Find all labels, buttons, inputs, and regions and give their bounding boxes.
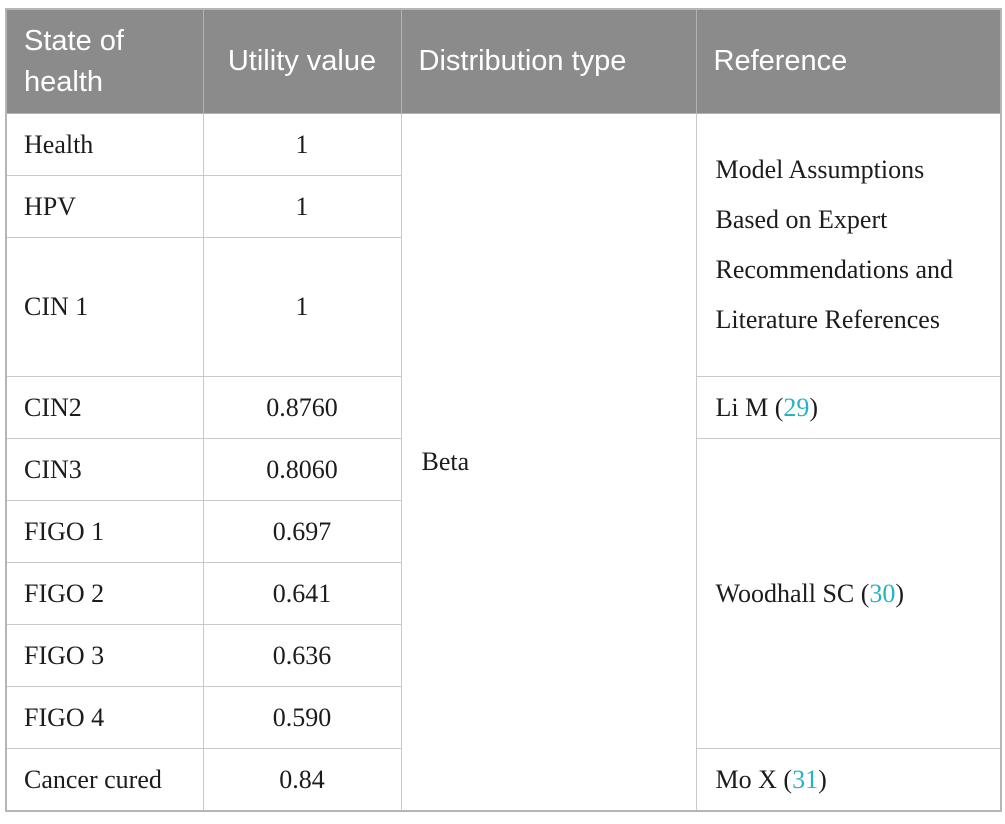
utility-cell: 0.84 [202, 748, 402, 812]
table-row: FIGO 4 0.590 [5, 686, 1001, 749]
reference-cell: Mo X (31) [695, 748, 1002, 812]
state-cell: CIN2 [5, 376, 204, 439]
utility-cell: 1 [202, 113, 402, 176]
reference-text: Li M ( [715, 392, 784, 422]
reference-text: ) [809, 392, 819, 422]
reference-text: ) [818, 764, 827, 794]
utility-cell: 0.641 [202, 562, 402, 625]
reference-cell: Woodhall SC (30) [695, 438, 1002, 749]
table-row: Cancer cured 0.84 Mo X (31) [5, 748, 1002, 812]
header-state-of-health: State of health [5, 8, 204, 114]
utility-cell: 0.636 [202, 624, 402, 687]
state-cell: CIN3 [5, 438, 204, 501]
distribution-cell: Beta [400, 113, 697, 812]
citation-link-29[interactable]: 29 [783, 392, 810, 422]
table-header: State of health Utility value Distributi… [5, 8, 1002, 114]
state-cell: FIGO 1 [5, 500, 204, 563]
table-row: CIN3 0.8060 Woodhall SC (30) [5, 438, 1002, 749]
state-cell: Health [5, 113, 204, 176]
header-utility-value: Utility value [202, 8, 402, 114]
table-row: FIGO 3 0.636 [5, 624, 1001, 687]
reference-cell: Li M (29) [695, 376, 1002, 439]
header-reference: Reference [695, 8, 1002, 114]
header-row: State of health Utility value Distributi… [5, 8, 1002, 114]
reference-text: Mo X ( [715, 764, 793, 794]
utility-cell: 1 [202, 237, 402, 377]
utility-cell: 0.697 [202, 500, 402, 563]
state-cell: CIN 1 [5, 237, 204, 377]
utility-cell: 0.8060 [202, 438, 402, 501]
table-row: HPV 1 [5, 175, 1001, 238]
state-cell: FIGO 3 [5, 624, 204, 687]
state-cell: FIGO 4 [5, 686, 204, 749]
table-row: CIN 1 1 [5, 237, 1001, 377]
table-row: Health 1 Beta Model Assumptions Based on… [5, 113, 1002, 812]
state-cell: HPV [5, 175, 204, 238]
citation-link-31[interactable]: 31 [792, 764, 819, 794]
table-row: CIN2 0.8760 Li M (29) [5, 376, 1002, 439]
reference-text: ) [895, 578, 905, 608]
utility-cell: 1 [202, 175, 402, 238]
reference-cell: Model Assumptions Based on Expert Recomm… [695, 113, 1002, 377]
utility-cell: 0.590 [202, 686, 402, 749]
citation-link-30[interactable]: 30 [869, 578, 896, 608]
table-body: Health 1 Beta Model Assumptions Based on… [5, 113, 1002, 812]
header-distribution-type: Distribution type [400, 8, 697, 114]
state-cell: FIGO 2 [5, 562, 204, 625]
utility-cell: 0.8760 [202, 376, 402, 439]
reference-text: Woodhall SC ( [715, 578, 870, 608]
table-row: FIGO 1 0.697 [5, 500, 1001, 563]
state-cell: Cancer cured [5, 748, 204, 812]
utility-values-table: State of health Utility value Distributi… [5, 8, 1002, 812]
